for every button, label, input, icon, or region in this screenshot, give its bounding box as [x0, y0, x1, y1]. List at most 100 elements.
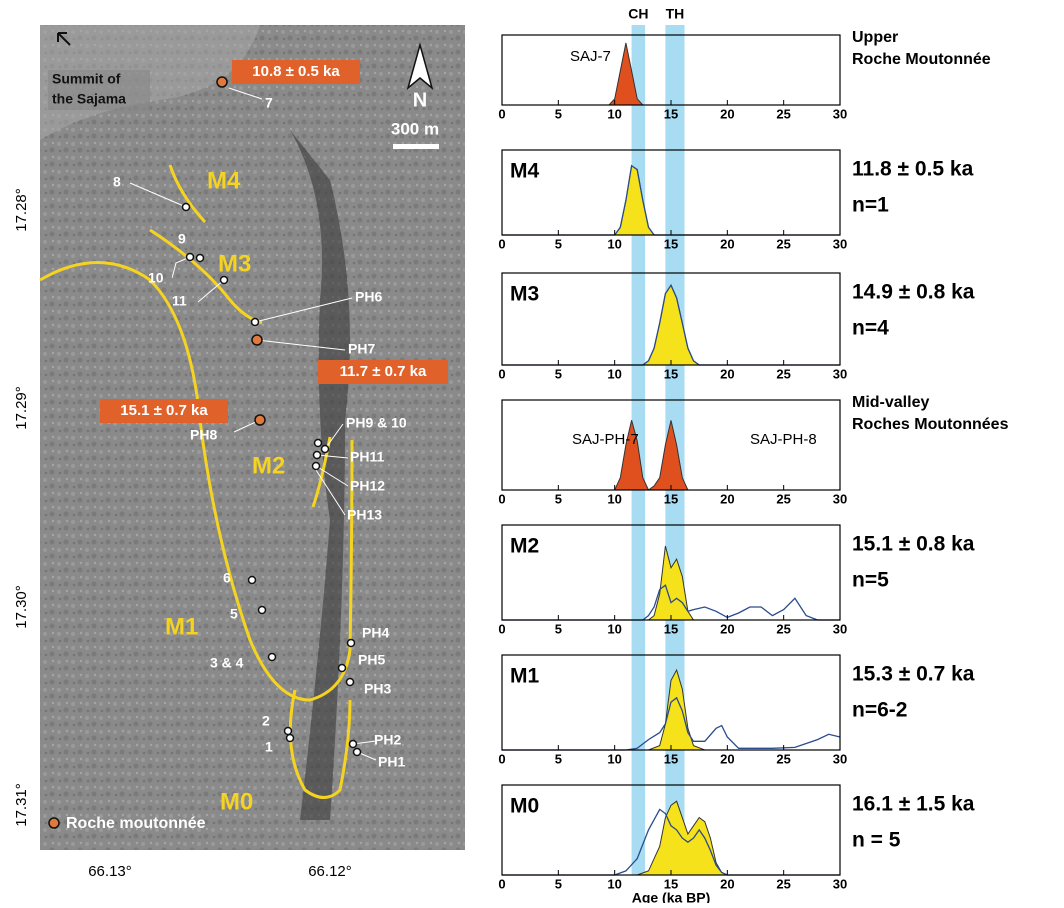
charts: CH TH 0 5 10 15 20 25 30 SAJ-7 Upper Roche Moutonné… — [498, 6, 1009, 906]
age-label: 10.8 ± 0.5 ka — [252, 63, 340, 80]
x-tick-label: 0 — [498, 876, 505, 891]
panel-title: M1 — [510, 665, 539, 688]
density-line — [502, 283, 840, 366]
x-axis-label: Age (ka BP) — [632, 890, 711, 903]
point-label: 5 — [230, 606, 238, 622]
map-mark — [311, 461, 321, 471]
point-label: PH7 — [348, 341, 375, 357]
x-tick-label: 0 — [498, 491, 505, 506]
x-tick-label: 25 — [776, 751, 790, 766]
x-tick-label: 5 — [555, 876, 562, 891]
map-background — [40, 25, 465, 850]
x-tick-label: 25 — [776, 106, 790, 121]
panel-annotation: SAJ-PH-7 — [572, 431, 639, 448]
x-tick-label: 0 — [498, 106, 505, 121]
side-label: Upper — [852, 29, 898, 46]
x-tick-label: 20 — [720, 366, 734, 381]
map-mark — [181, 202, 191, 212]
point-label: 9 — [178, 231, 186, 247]
point-label: PH12 — [350, 478, 385, 494]
map-mark — [313, 438, 323, 448]
lat-label: 17.30° — [13, 585, 30, 629]
north-arrow — [406, 42, 434, 91]
map-mark — [348, 739, 358, 749]
age-box — [318, 360, 448, 384]
point-label: PH6 — [355, 289, 382, 305]
x-tick-label: 5 — [555, 106, 562, 121]
x-tick-label: 30 — [833, 751, 847, 766]
map-mark — [312, 450, 322, 460]
scale-label: 300 m — [391, 119, 439, 138]
x-tick-label: 25 — [776, 491, 790, 506]
point-label: PH5 — [358, 652, 385, 668]
moraine-m1 — [39, 261, 354, 702]
point-label: 2 — [262, 713, 270, 729]
zone-label: M2 — [252, 452, 285, 479]
x-tick-label: 5 — [555, 621, 562, 636]
x-tick-label: 15 — [664, 236, 678, 251]
roche-point — [216, 76, 228, 88]
x-tick-label: 10 — [607, 491, 621, 506]
point-label: 1 — [265, 739, 273, 755]
scale-bar — [393, 144, 439, 149]
map-mark — [219, 275, 229, 285]
summit-label: Summit of — [52, 71, 121, 87]
zone-label: M3 — [218, 250, 251, 277]
moraine-m3 — [149, 228, 263, 325]
map-mark — [195, 253, 205, 263]
map: Summit of the Sajama N 300 m 10.8 ± 0.5 … — [13, 25, 465, 880]
x-tick-label: 15 — [664, 751, 678, 766]
x-tick-label: 20 — [720, 106, 734, 121]
map-mark — [320, 444, 330, 454]
lon-label: 66.13° — [88, 863, 132, 880]
point-label: PH8 — [190, 427, 217, 443]
map-mark — [250, 317, 260, 327]
density-line — [502, 808, 840, 876]
x-tick-label: 30 — [833, 106, 847, 121]
x-tick-label: 25 — [776, 366, 790, 381]
panel-title: M2 — [510, 535, 539, 558]
side-label: Mid-valley — [852, 394, 929, 411]
point-label: 10 — [148, 270, 164, 286]
side-label: 15.3 ± 0.7 ka — [852, 663, 975, 686]
point-label: PH3 — [364, 681, 391, 697]
point-label: 7 — [265, 95, 273, 111]
x-tick-label: 30 — [833, 621, 847, 636]
lat-label: 17.28° — [13, 188, 30, 232]
density-line — [502, 164, 840, 236]
x-tick-label: 30 — [833, 491, 847, 506]
point-label: PH1 — [378, 754, 405, 770]
x-tick-label: 20 — [720, 751, 734, 766]
point-label: PH2 — [374, 732, 401, 748]
x-tick-label: 10 — [607, 751, 621, 766]
age-box — [232, 60, 360, 84]
moraine-m4 — [168, 164, 207, 224]
zone-label: M0 — [220, 788, 253, 815]
x-tick-label: 5 — [555, 751, 562, 766]
side-label: Roche Moutonnée — [852, 51, 991, 68]
map-mark — [285, 733, 295, 743]
summit-arrow — [57, 32, 71, 46]
zone-label: M1 — [165, 613, 198, 640]
map-mark — [267, 652, 277, 662]
map-mark — [345, 677, 355, 687]
side-label: n=5 — [852, 569, 889, 592]
x-tick-label: 30 — [833, 366, 847, 381]
point-label: PH4 — [362, 625, 389, 641]
x-tick-label: 30 — [833, 236, 847, 251]
summit-label-bg — [48, 70, 150, 110]
density-area — [502, 420, 840, 491]
roche-point — [254, 414, 266, 426]
map-mark — [337, 663, 347, 673]
point-label: PH9 & 10 — [346, 415, 407, 431]
lat-label: 17.29° — [13, 386, 30, 430]
lon-label: 66.12° — [308, 863, 352, 880]
roche-point — [251, 334, 263, 346]
age-label: 11.7 ± 0.7 ka — [340, 363, 427, 380]
side-label: Roches Moutonnées — [852, 416, 1009, 433]
x-tick-label: 15 — [664, 491, 678, 506]
x-tick-label: 0 — [498, 236, 505, 251]
point-label: PH11 — [350, 449, 384, 465]
map-mark — [247, 575, 257, 585]
